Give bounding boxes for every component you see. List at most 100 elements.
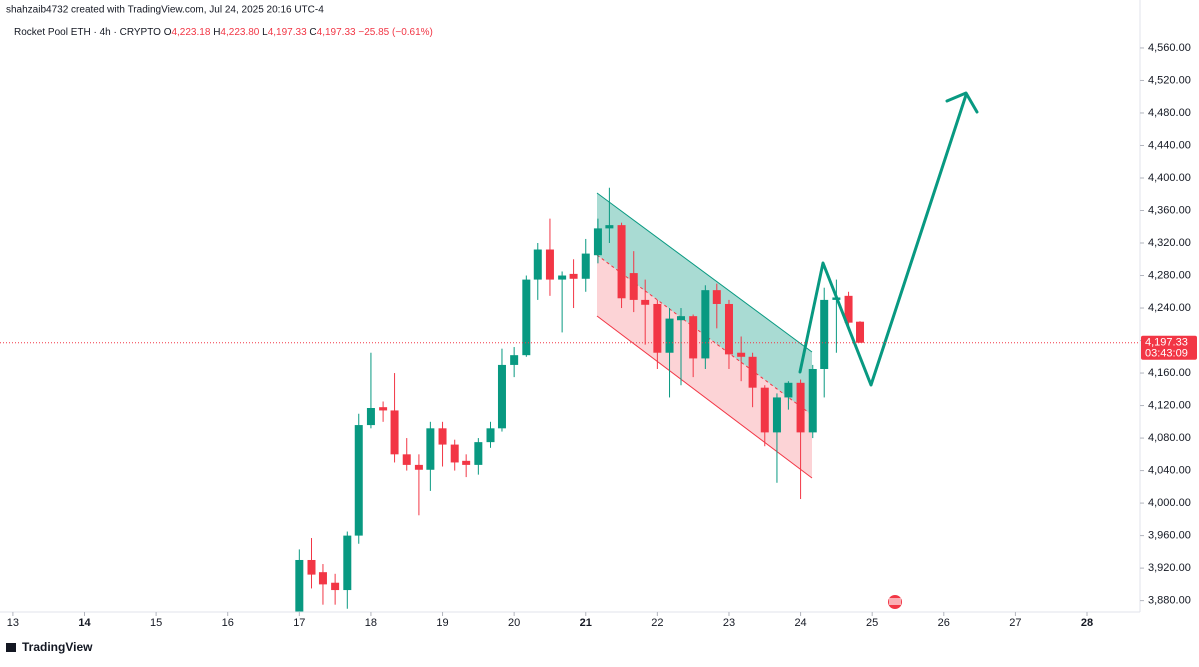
y-tick-label: 4,480.00 [1148,107,1191,119]
x-tick-label: 16 [222,617,234,629]
candle-body [474,442,483,465]
y-tick-label: 4,280.00 [1148,269,1191,281]
x-tick-label: 17 [293,617,305,629]
candle-body [558,275,567,280]
candle-body [796,382,805,433]
brand-logo [6,643,16,652]
arrow-head [945,91,979,114]
candle-body [426,428,435,470]
candle-body [784,382,793,398]
x-tick-label: 19 [436,617,448,629]
candle-body [808,368,817,433]
candle-body [390,410,399,455]
last-price-box [1141,335,1197,360]
candle-body [641,299,650,305]
x-tick-label: 18 [365,617,377,629]
candle-body [414,464,423,470]
legend-value: 4,197.33 [317,27,356,38]
ohlc-legend: Rocket Pool ETH · 4h · CRYPTO O4,223.18 … [14,27,433,38]
candle-body [689,316,698,359]
candle-body [712,290,721,304]
candle-body [617,225,626,299]
candle-body [354,425,363,536]
x-tick-label: 23 [723,617,735,629]
x-tick-label: 28 [1081,617,1093,629]
candle-body [379,407,388,411]
y-tick-label: 3,880.00 [1148,595,1191,607]
candle-body [462,460,471,465]
legend-value: 4,223.80 [220,27,259,38]
x-tick-label: 15 [150,617,162,629]
y-tick-label: 4,400.00 [1148,172,1191,184]
legend-key: C [309,27,316,38]
y-tick-label: 4,440.00 [1148,139,1191,151]
y-tick-label: 4,120.00 [1148,399,1191,411]
candle-body [486,428,495,443]
candle-body [748,356,757,388]
candle-body [366,408,375,426]
candle-body [497,364,506,429]
candle-body [737,352,746,357]
candle-body [844,295,853,323]
x-tick-label: 20 [508,617,520,629]
countdown: 03:43:09 [1145,348,1188,360]
legend-key: H [213,27,220,38]
candle-body [772,397,781,433]
candle-body [665,318,674,353]
axes: 3,880.00 3,920.00 3,960.00 4,000.00 4,040.00… [7,42,1191,629]
candle-body [724,303,733,355]
x-tick-label: 27 [1009,617,1021,629]
y-tick-label: 3,960.00 [1148,530,1191,542]
candle-body [581,253,590,279]
x-tick-label: 22 [651,617,663,629]
legend-value: 4,223.18 [171,27,210,38]
candle-body [569,273,578,279]
y-tick-label: 4,160.00 [1148,367,1191,379]
candle-body [522,279,531,356]
y-tick-label: 4,240.00 [1148,302,1191,314]
x-tick-label: 25 [866,617,878,629]
candle-body [676,316,685,321]
last-price-label: 4,197.33 [1145,337,1188,349]
candle-body [820,299,829,369]
candle-body [856,321,865,343]
channel-line [596,315,813,479]
x-tick-label: 13 [7,617,19,629]
candle-body [402,454,411,465]
channel-line [596,192,813,353]
candle-body [533,249,542,280]
candle-body [295,559,304,612]
candle-body [653,303,662,353]
candle-body [593,228,602,256]
x-tick-label: 14 [78,617,91,629]
candle-body [545,249,554,280]
candle-body [510,355,519,365]
y-tick-label: 4,080.00 [1148,432,1191,444]
candle-body [438,428,447,445]
candle-body [629,273,638,300]
candle-body [450,444,459,463]
x-tick-label: 26 [938,617,950,629]
candle-body [343,535,352,591]
brand: TradingView [6,640,93,654]
event-icon-flag [889,598,901,605]
x-tick-label: 24 [794,617,806,629]
candle-body [331,582,340,591]
y-tick-label: 3,920.00 [1148,562,1191,574]
candle-body [307,559,316,575]
y-tick-label: 4,320.00 [1148,237,1191,249]
candles [295,187,865,612]
byline: shahzaib4732 created with TradingView.co… [6,5,324,16]
y-tick-label: 4,560.00 [1148,42,1191,54]
legend-change: −25.85 (−0.61%) [358,27,433,38]
candle-body [760,387,769,433]
candle-body [701,290,710,359]
y-tick-label: 4,520.00 [1148,74,1191,86]
y-tick-label: 4,040.00 [1148,464,1191,476]
candle-body [605,225,614,229]
symbol: Rocket Pool ETH · 4h · CRYPTO [14,27,161,38]
projection-arrow [798,91,979,387]
channel-lower [597,255,812,478]
